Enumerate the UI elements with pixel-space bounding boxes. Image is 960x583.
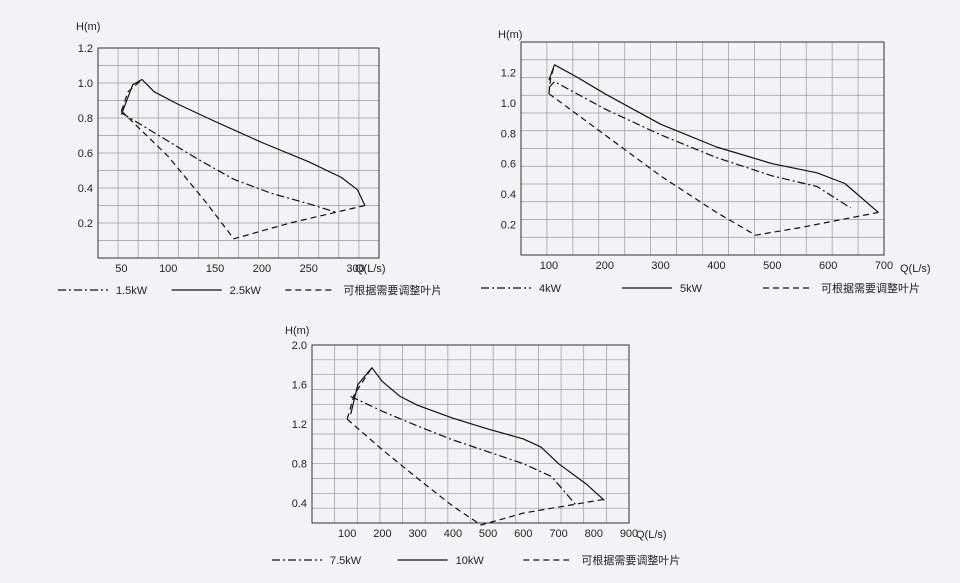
x-tick-label: 500 <box>763 260 781 272</box>
chart-panel-1: H(m) Q(L/s) 50 100 150 200 250 300 0.2 0.4 0.6 0.… <box>0 0 442 310</box>
y-tick-label: 0.4 <box>78 183 93 195</box>
chart-3-xlabel: Q(L/s) <box>636 529 667 541</box>
series-line-4 <box>120 79 143 112</box>
chart-1-ylabel: H(m) <box>76 21 100 33</box>
y-tick-label: 0.8 <box>292 459 307 471</box>
y-tick-label: 0.6 <box>501 159 516 171</box>
chart-panel-2: H(m) Q(L/s) 100 200 300 400 500 600 700 0.2 0.4 0… <box>480 0 960 310</box>
legend-label: 5kW <box>680 283 703 295</box>
chart-2: H(m) Q(L/s) 100 200 300 400 500 600 700 0.2 0.4 0… <box>481 29 931 295</box>
series-line-3 <box>120 110 366 240</box>
x-tick-label: 500 <box>479 528 497 540</box>
x-tick-label: 600 <box>819 260 837 272</box>
x-tick-label: 700 <box>875 260 893 272</box>
legend-label: 10kW <box>456 555 485 567</box>
legend-label: 4kW <box>539 283 562 295</box>
series-line-2 <box>548 64 879 213</box>
series-line-1 <box>121 112 338 214</box>
legend-label: 1.5kW <box>116 285 148 297</box>
y-tick-label: 1.2 <box>78 43 93 55</box>
chart-2-xlabel: Q(L/s) <box>900 263 931 275</box>
x-tick-label: 200 <box>373 528 391 540</box>
plot-frame <box>97 47 380 259</box>
x-tick-label: 300 <box>346 263 364 275</box>
x-tick-label: 700 <box>549 528 567 540</box>
plot-frame <box>311 344 630 524</box>
x-tick-label: 600 <box>514 528 532 540</box>
chart-3: H(m) Q(L/s) 100 200 300 400 500 600 700 800 900 0… <box>272 325 680 567</box>
x-tick-label: 150 <box>206 263 224 275</box>
x-tick-label: 200 <box>253 263 271 275</box>
chart-2-ylabel: H(m) <box>498 29 522 41</box>
x-tick-label: 900 <box>620 528 638 540</box>
legend-label: 2.5kW <box>230 285 262 297</box>
chart-3-ylabel: H(m) <box>285 325 309 337</box>
x-tick-label: 400 <box>707 260 725 272</box>
y-tick-label: 1.2 <box>501 67 516 79</box>
x-tick-label: 800 <box>585 528 603 540</box>
y-tick-label: 0.8 <box>501 128 516 140</box>
series-line-4 <box>548 64 556 94</box>
x-tick-label: 300 <box>408 528 426 540</box>
x-tick-label: 300 <box>651 260 669 272</box>
series-line-1 <box>548 81 851 209</box>
y-tick-label: 1.0 <box>501 98 516 110</box>
y-tick-label: 0.2 <box>78 218 93 230</box>
x-tick-label: 50 <box>115 263 127 275</box>
y-tick-label: 0.4 <box>501 189 516 201</box>
x-tick-label: 400 <box>444 528 462 540</box>
series-line-2 <box>350 367 605 501</box>
x-tick-label: 100 <box>159 263 177 275</box>
x-tick-label: 250 <box>300 263 318 275</box>
series-line-4 <box>346 367 373 420</box>
y-tick-label: 1.2 <box>292 419 307 431</box>
y-tick-label: 0.4 <box>292 498 307 510</box>
x-tick-label: 100 <box>540 260 558 272</box>
x-tick-label: 200 <box>596 260 614 272</box>
legend-label: 7.5kW <box>330 555 362 567</box>
plot-frame <box>520 41 885 256</box>
series-line-1 <box>350 395 577 506</box>
chart-1-xlabel: Q(L/s) <box>355 263 386 275</box>
legend-label: 可根据需要调整叶片 <box>581 553 680 567</box>
x-tick-label: 100 <box>338 528 356 540</box>
y-tick-label: 1.0 <box>78 78 93 90</box>
legend-label: 可根据需要调整叶片 <box>343 283 440 297</box>
y-tick-label: 0.2 <box>501 220 516 232</box>
series-line-3 <box>346 418 605 526</box>
y-tick-label: 1.6 <box>292 380 307 392</box>
series-line-3 <box>548 93 879 236</box>
chart-1: H(m) Q(L/s) 50 100 150 200 250 300 0.2 0.4 0.6 0.… <box>58 21 442 297</box>
chart-panel-3: H(m) Q(L/s) 100 200 300 400 500 600 700 800 900 0… <box>240 310 720 578</box>
y-tick-label: 0.8 <box>78 113 93 125</box>
legend-label: 可根据需要调整叶片 <box>821 281 920 295</box>
y-tick-label: 2.0 <box>292 340 307 352</box>
series-line-2 <box>120 78 366 206</box>
y-tick-label: 0.6 <box>78 148 93 160</box>
